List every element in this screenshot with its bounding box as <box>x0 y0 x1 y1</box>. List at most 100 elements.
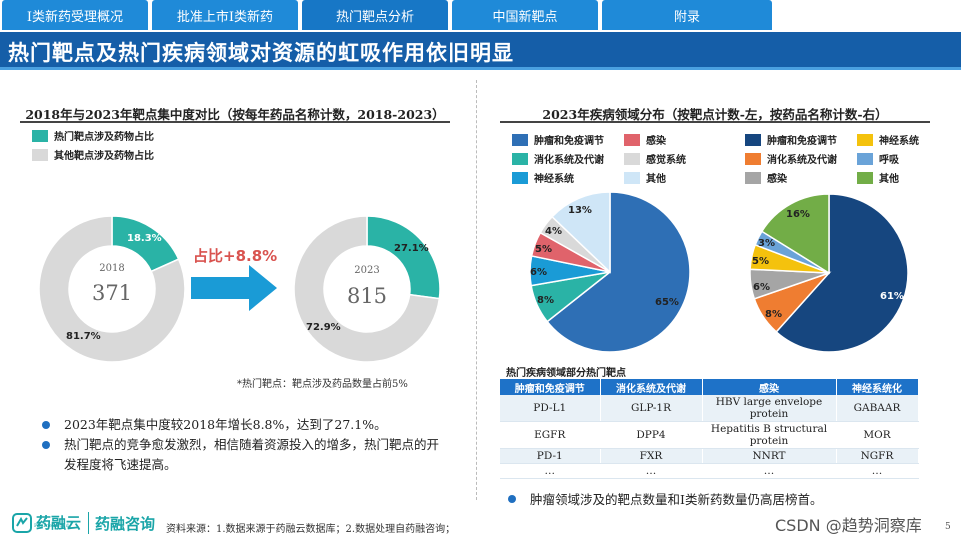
tab-hot-targets[interactable]: 热门靶点分析 <box>302 0 448 30</box>
legend-item: 感觉系统 <box>624 151 686 166</box>
left-bullet-list: 2023年靶点集中度较2018年增长8.8%，达到了27.1%。 热门靶点的竞争… <box>38 415 448 475</box>
table-cell: DPP4 <box>600 421 703 449</box>
donut-2023-hot-label: 27.1% <box>394 243 429 254</box>
pie-right-label: 8% <box>765 309 782 320</box>
table-row: PD-L1 GLP-1R HBV large envelope protein GAB… <box>500 395 919 422</box>
legend-item: 呼吸 <box>857 151 899 166</box>
table-row: PD-1 FXR NNRT NGFR <box>500 448 919 464</box>
legend-label: 神经系统 <box>534 174 574 185</box>
right-title-underline <box>500 121 930 123</box>
legend-swatch <box>745 152 761 165</box>
legend-hot-targets: 热门靶点涉及药物占比 <box>32 128 154 143</box>
legend-label: 感染 <box>767 174 787 185</box>
legend-label: 其他靶点涉及药物占比 <box>54 151 154 162</box>
pie-left-label: 6% <box>530 267 547 278</box>
table-cell: … <box>702 463 837 479</box>
top-tab-bar: I类新药受理概况 批准上市I类新药 热门靶点分析 中国新靶点 附录 <box>0 0 961 30</box>
legend-other-targets: 其他靶点涉及药物占比 <box>32 147 154 162</box>
legend-label: 其他 <box>879 174 899 185</box>
table-cell: … <box>600 463 703 479</box>
legend-label: 消化系统及代谢 <box>767 155 837 166</box>
pie-slice <box>760 193 830 275</box>
legend-item: 感染 <box>624 132 666 147</box>
pie-right-label: 6% <box>753 282 770 293</box>
bullet-item: 热门靶点的竞争愈发激烈，相信随着资源投入的增多，热门靶点的开发程度将飞速提高。 <box>38 435 448 475</box>
legend-swatch <box>857 152 873 165</box>
legend-label: 呼吸 <box>879 155 899 166</box>
table-row: ………… <box>500 463 919 479</box>
legend-item: 神经系统 <box>857 132 919 147</box>
hot-target-footnote: *热门靶点：靶点涉及药品数量占前5% <box>237 379 408 390</box>
table-cell: EGFR <box>500 421 601 449</box>
table-cell: … <box>500 463 601 479</box>
legend-item: 消化系统及代谢 <box>745 151 837 166</box>
legend-label: 消化系统及代谢 <box>534 155 604 166</box>
section-divider <box>476 80 477 500</box>
donut-slice <box>293 215 441 363</box>
right-bullet-item: 肿瘤领域涉及的靶点数量和I类新药数量仍高居榜首。 <box>508 489 822 508</box>
tab-china-new-targets[interactable]: 中国新靶点 <box>452 0 598 30</box>
legend-label: 其他 <box>646 174 666 185</box>
legend-item: 其他 <box>857 170 899 185</box>
table-row: EGFR DPP4 Hepatitis B structural protein MO… <box>500 421 919 449</box>
pie-left-label: 5% <box>535 244 552 255</box>
legend-item: 肿瘤和免疫调节 <box>745 132 837 147</box>
pie-right-label: 3% <box>758 238 775 249</box>
tab-appendix[interactable]: 附录 <box>602 0 772 30</box>
bullet-dot-icon <box>42 441 50 449</box>
page-title: 热门靶点及热门疾病领域对资源的虹吸作用依旧明显 <box>8 41 514 65</box>
pie-slice <box>546 191 691 353</box>
tab-drug-acceptance[interactable]: I类新药受理概况 <box>2 0 148 30</box>
table-cell: HBV large envelope protein <box>702 395 837 422</box>
pie-left-label: 8% <box>537 295 554 306</box>
pie-right-label: 61% <box>880 291 904 302</box>
cloud-logo-icon <box>12 512 32 533</box>
table-cell: NGFR <box>836 448 919 464</box>
donut-2018-year: 2018 <box>99 263 125 274</box>
table-cell: Hepatitis B structural protein <box>702 421 837 449</box>
donut-2018-hot-label: 18.3% <box>127 233 162 244</box>
bullet-dot-icon <box>508 494 516 503</box>
logo-divider <box>88 512 89 534</box>
consulting-logo: 药融咨询 <box>95 515 156 533</box>
legend-swatch <box>857 133 873 146</box>
legend-swatch <box>512 171 528 184</box>
donut-slice <box>38 215 186 363</box>
pie-left-label: 13% <box>568 205 592 216</box>
pie-right-label: 16% <box>786 209 810 220</box>
growth-label: 占比+8.8% <box>193 247 278 265</box>
legend-label: 热门靶点涉及药物占比 <box>54 132 154 143</box>
legend-swatch <box>745 171 761 184</box>
pie-left-label: 65% <box>655 297 679 308</box>
donut-2023-year: 2023 <box>354 265 380 276</box>
legend-item: 消化系统及代谢 <box>512 151 604 166</box>
table-cell: … <box>836 463 919 479</box>
pie-by-target <box>529 191 691 353</box>
pharnexcloud-logo: 药融云 <box>12 512 81 533</box>
table-cell: PD-1 <box>500 448 601 464</box>
legend-swatch <box>624 152 640 165</box>
pie-right-label: 5% <box>752 256 769 267</box>
donut-2018 <box>38 215 186 363</box>
legend-item: 肿瘤和免疫调节 <box>512 132 604 147</box>
tab-approved-drugs[interactable]: 批准上市I类新药 <box>152 0 298 30</box>
table-cell: GABAAR <box>836 395 919 422</box>
legend-item: 神经系统 <box>512 170 574 185</box>
legend-label: 神经系统 <box>879 136 919 147</box>
table-header-row: 肿瘤和免疫调节 消化系统及代谢 感染 神经系统化 <box>500 379 919 395</box>
legend-item: 感染 <box>745 170 787 185</box>
legend-label: 肿瘤和免疫调节 <box>767 136 837 147</box>
donut-2023-other-label: 72.9% <box>306 322 341 333</box>
hot-targets-table: 肿瘤和免疫调节 消化系统及代谢 感染 神经系统化 PD-L1 GLP-1R HBV … <box>500 379 919 479</box>
table-title: 热门疾病领域部分热门靶点 <box>506 368 626 379</box>
pie-by-drug <box>749 193 909 353</box>
pie-slice <box>775 193 909 353</box>
legend-label: 感觉系统 <box>646 155 686 166</box>
legend-swatch <box>512 133 528 146</box>
legend-label: 肿瘤和免疫调节 <box>534 136 604 147</box>
bullet-dot-icon <box>42 421 50 429</box>
table-header: 肿瘤和免疫调节 <box>500 379 601 395</box>
data-source-note: 资料来源：1.数据来源于药融云数据库；2.数据处理自药融咨询； <box>166 524 456 535</box>
donut-2023 <box>293 215 441 363</box>
legend-swatch <box>624 171 640 184</box>
